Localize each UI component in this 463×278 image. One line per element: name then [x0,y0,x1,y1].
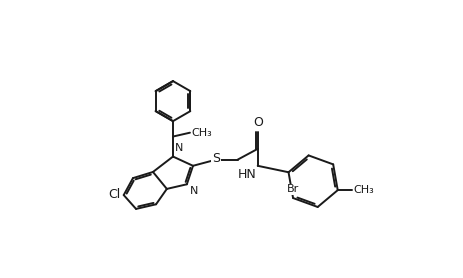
Text: CH₃: CH₃ [353,185,374,195]
Text: O: O [254,116,263,129]
Text: Br: Br [287,184,299,194]
Text: N: N [175,143,183,153]
Text: N: N [190,186,198,196]
Text: CH₃: CH₃ [192,128,212,138]
Text: Cl: Cl [108,188,121,201]
Text: S: S [212,152,220,165]
Text: HN: HN [238,168,256,181]
